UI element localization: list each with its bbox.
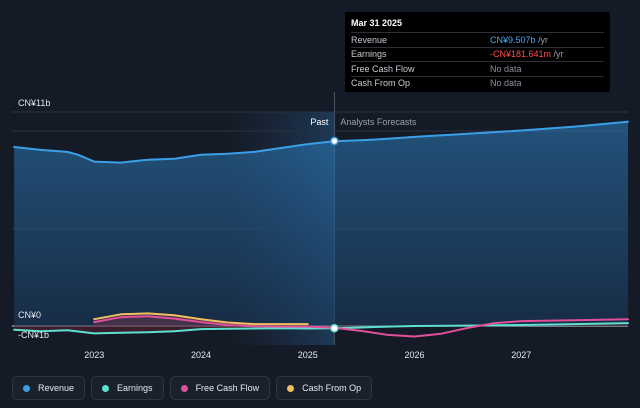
tooltip-row-label: Free Cash Flow	[351, 63, 415, 74]
legend-item-free-cash-flow[interactable]: Free Cash Flow	[169, 376, 271, 400]
x-tick-label: 2024	[191, 350, 211, 360]
legend-label: Earnings	[117, 383, 153, 393]
legend-item-cash-from-op[interactable]: Cash From Op	[276, 376, 373, 400]
series-line-earnings	[13, 322, 629, 335]
legend-dot-icon	[287, 384, 295, 392]
y-tick-label: -CN¥1b	[18, 330, 49, 340]
revenue-area	[14, 121, 628, 327]
past-label: Past	[310, 117, 329, 127]
tooltip-row-label: Cash From Op	[351, 78, 411, 89]
legend-label: Cash From Op	[302, 383, 362, 393]
legend-label: Free Cash Flow	[195, 383, 260, 393]
series-line-cash-from-op	[93, 312, 309, 326]
revenue-marker	[330, 136, 339, 146]
tooltip-row-value: -CN¥181.641m /yr	[490, 49, 564, 60]
legend-item-revenue[interactable]: Revenue	[12, 376, 86, 400]
financial-chart: CN¥11b CN¥0 -CN¥1b 2023 2024 2025 2026 2027 Past…	[12, 92, 629, 360]
tooltip-row: Earnings -CN¥181.641m /yr	[351, 46, 604, 62]
tooltip-row-label: Earnings	[351, 49, 387, 60]
series-line-revenue	[13, 120, 629, 164]
legend-dot-icon	[23, 384, 30, 392]
x-tick-label: 2025	[298, 350, 318, 360]
tooltip-row: Cash From Op No data	[351, 75, 604, 91]
legend-label: Revenue	[38, 383, 75, 393]
legend-dot-icon	[180, 384, 188, 392]
tooltip-row: Revenue CN¥9.507b /yr	[351, 32, 604, 47]
tooltip-row-label: Revenue	[351, 34, 388, 45]
x-tick-label: 2026	[404, 350, 424, 360]
chart-legend: Revenue Earnings Free Cash Flow Cash From O…	[12, 376, 373, 400]
tooltip-panel: Mar 31 2025 Revenue CN¥9.507b /yr Earnings…	[345, 12, 610, 92]
earnings-marker	[330, 323, 339, 333]
x-tick-label: 2027	[511, 350, 531, 360]
tooltip-row-value: No data	[490, 78, 522, 89]
legend-dot-icon	[102, 384, 110, 392]
legend-item-earnings[interactable]: Earnings	[91, 376, 164, 400]
y-tick-label: CN¥11b	[18, 98, 50, 108]
tooltip-row-value: CN¥9.507b /yr	[490, 34, 549, 45]
x-tick-label: 2023	[84, 350, 104, 360]
tooltip-date: Mar 31 2025	[351, 18, 403, 28]
y-tick-label: CN¥0	[18, 310, 41, 320]
tooltip-row: Free Cash Flow No data	[351, 61, 604, 76]
forecast-label: Analysts Forecasts	[340, 117, 417, 127]
tooltip-row-value: No data	[490, 63, 522, 74]
